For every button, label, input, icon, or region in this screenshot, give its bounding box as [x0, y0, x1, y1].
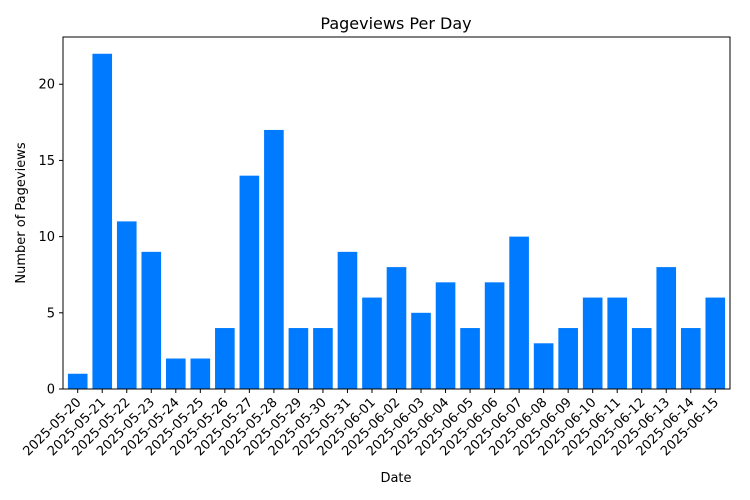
bars-group — [67, 53, 726, 389]
y-axis-ticks: 0 5 10 15 20 — [38, 78, 63, 398]
bar-2025-05-24 — [165, 358, 186, 389]
y-tick-label: 20 — [38, 78, 55, 93]
bar-2025-05-30 — [313, 328, 333, 389]
bar-2025-05-31 — [337, 251, 358, 389]
bar-2025-05-20 — [67, 373, 88, 389]
bar-2025-05-22 — [116, 221, 137, 389]
bar-2025-05-25 — [190, 358, 211, 389]
bar-2025-05-27 — [239, 175, 260, 389]
bar-2025-06-11 — [607, 297, 628, 389]
x-axis-title: Date — [380, 471, 411, 486]
bar-2025-06-13 — [656, 267, 677, 389]
y-tick-label: 10 — [38, 230, 55, 245]
bar-2025-06-06 — [484, 282, 505, 389]
bar-2025-06-08 — [533, 343, 554, 389]
bar-2025-06-03 — [411, 312, 431, 389]
bar-2025-06-01 — [362, 297, 382, 389]
bar-2025-06-12 — [631, 328, 652, 389]
y-tick-label: 0 — [47, 383, 55, 398]
chart-title: Pageviews Per Day — [320, 14, 471, 33]
bar-2025-05-26 — [215, 328, 235, 389]
bar-2025-06-15 — [705, 297, 726, 389]
bar-2025-06-02 — [386, 267, 407, 389]
bar-2025-05-28 — [264, 129, 284, 389]
plot-frame — [62, 36, 731, 390]
bar-2025-06-10 — [582, 297, 603, 389]
bar-2025-05-29 — [288, 328, 309, 389]
y-tick-label: 15 — [38, 154, 55, 169]
bar-2025-06-09 — [558, 328, 578, 389]
bar-2025-06-14 — [680, 328, 701, 389]
bar-2025-06-05 — [460, 328, 480, 389]
y-tick-label: 5 — [47, 306, 55, 321]
bar-2025-06-07 — [509, 236, 529, 389]
y-axis-title: Number of Pageviews — [14, 142, 29, 283]
bar-2025-06-04 — [435, 282, 456, 389]
bar-2025-05-23 — [141, 251, 162, 389]
bar-2025-05-21 — [92, 53, 113, 389]
x-axis-ticks: 2025-05-202025-05-212025-05-222025-05-23… — [21, 389, 722, 459]
